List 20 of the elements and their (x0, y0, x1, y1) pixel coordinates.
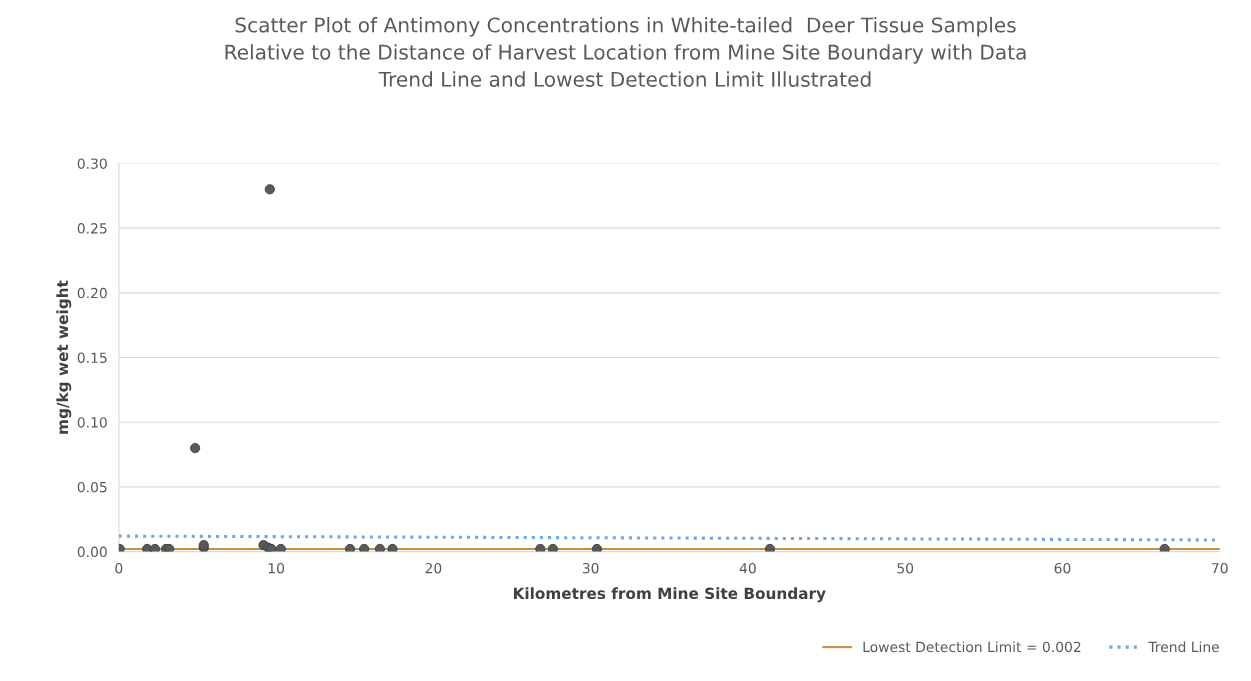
x-tick-label: 0 (115, 562, 123, 574)
y-tick-label: 0.20 (77, 287, 107, 299)
x-tick-label: 30 (582, 562, 599, 574)
x-tick-label: 20 (425, 562, 442, 574)
chart-title: Scatter Plot of Antimony Concentrations in White-tailed Deer Tissue Samples Relative to the Distance of Harvest Location from Mine Site Boundary with Data Trend Line and Lowest Detection Limit Illustrated (225, 17, 1026, 87)
x-tick-label: 60 (1054, 562, 1071, 574)
y-axis-title: mg/kg wet weight (56, 280, 72, 434)
y-tick-label: 0.15 (77, 352, 107, 363)
legend-label: Trend Line (1148, 641, 1219, 653)
y-tick-label: 0.10 (77, 417, 107, 428)
x-tick-label: 70 (1212, 562, 1228, 574)
x-axis-title: Kilometres from Mine Site Boundary (513, 587, 826, 603)
x-tick-label: 50 (897, 562, 914, 574)
x-tick-label: 40 (739, 562, 756, 574)
y-tick-label: 0.25 (77, 223, 107, 234)
x-tick-label: 10 (268, 562, 285, 574)
y-tick-label: 0.00 (77, 546, 107, 558)
legend-label: Lowest Detection Limit = 0.002 (863, 641, 1081, 653)
y-tick-label: 0.05 (77, 481, 107, 493)
y-tick-label: 0.30 (77, 158, 107, 169)
